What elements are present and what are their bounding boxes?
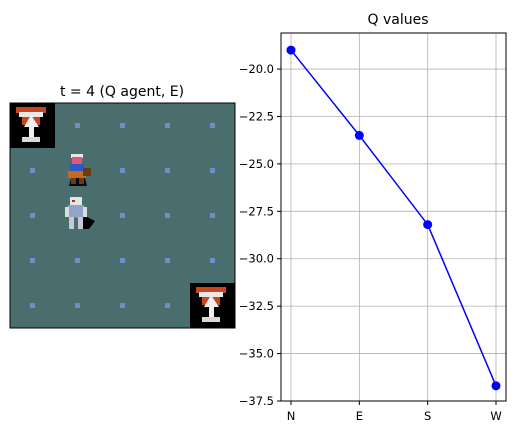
floor-dot	[120, 123, 125, 128]
floor-dot	[75, 303, 80, 308]
agent-belt	[68, 171, 86, 178]
agent-head	[72, 157, 82, 164]
floor-dot	[30, 303, 35, 308]
statue-base	[22, 137, 40, 142]
floor-dot	[120, 258, 125, 263]
statue-top	[16, 107, 46, 113]
chart-title: Q values	[367, 12, 428, 28]
floor-dot	[120, 213, 125, 218]
agent-leg-left	[71, 178, 76, 184]
y-tick-label: −27.5	[239, 204, 274, 218]
statue-figure	[24, 115, 39, 139]
ghost-leg-left	[69, 217, 74, 229]
floor-dot	[30, 258, 35, 263]
floor-dot	[165, 168, 170, 173]
floor-dot	[210, 258, 215, 263]
q-value-point	[423, 220, 433, 230]
floor-dot	[165, 213, 170, 218]
y-tick-label: −35.0	[239, 347, 274, 361]
x-tick-label: S	[424, 409, 431, 423]
floor-dot	[165, 123, 170, 128]
q-value-line	[290, 49, 497, 387]
q-value-point	[354, 130, 364, 140]
y-tick-label: −20.0	[239, 62, 274, 76]
y-tick-label: −30.0	[239, 252, 274, 266]
agent-warrior-icon	[68, 154, 91, 186]
floor-dot	[120, 168, 125, 173]
grid-world	[9, 102, 236, 329]
statue-band	[19, 112, 43, 117]
ghost-arm-right	[83, 207, 87, 217]
agent-helmet	[71, 154, 83, 158]
ghost-head	[70, 197, 82, 205]
ghost-arm-left	[65, 207, 69, 217]
y-tick-label: −25.0	[239, 157, 274, 171]
statue-band	[199, 292, 223, 297]
q-value-point	[286, 45, 296, 55]
y-tick-label: −22.5	[239, 109, 274, 123]
statue-top	[196, 287, 226, 293]
goal-statue-icon	[190, 283, 235, 328]
ghost-enemy-icon	[65, 197, 95, 229]
agent-shield	[83, 168, 91, 176]
ghost-eye	[72, 200, 75, 202]
floor-dot	[165, 258, 170, 263]
statue-base	[202, 317, 220, 322]
ghost-shadow	[81, 215, 95, 229]
y-tick-label: −32.5	[239, 299, 274, 313]
statue-figure	[204, 295, 219, 319]
goal-statue-icon	[10, 103, 55, 148]
floor-dot	[120, 303, 125, 308]
floor-dot	[75, 258, 80, 263]
floor-dot	[210, 123, 215, 128]
x-tick-label: W	[490, 409, 501, 423]
floor-dot	[75, 123, 80, 128]
floor-dot	[30, 213, 35, 218]
floor-dot	[210, 213, 215, 218]
floor-dot	[30, 168, 35, 173]
agent-torso	[70, 164, 84, 172]
x-tick-label: E	[356, 409, 363, 423]
floor-dot	[210, 168, 215, 173]
floor-dot	[165, 303, 170, 308]
q-value-point	[491, 381, 501, 391]
grid-title: t = 4 (Q agent, E)	[60, 84, 184, 100]
ghost-body	[68, 205, 84, 217]
ghost-leg-right	[78, 217, 83, 229]
plot-frame	[280, 32, 507, 402]
q-values-chart: −20.0 −22.5 −25.0 −27.5 −30.0 −32.5 −35.0 −37.5…	[239, 32, 507, 423]
x-tick-label: N	[287, 409, 296, 423]
agent-leg-right	[79, 178, 84, 184]
y-tick-label: −37.5	[239, 394, 274, 408]
